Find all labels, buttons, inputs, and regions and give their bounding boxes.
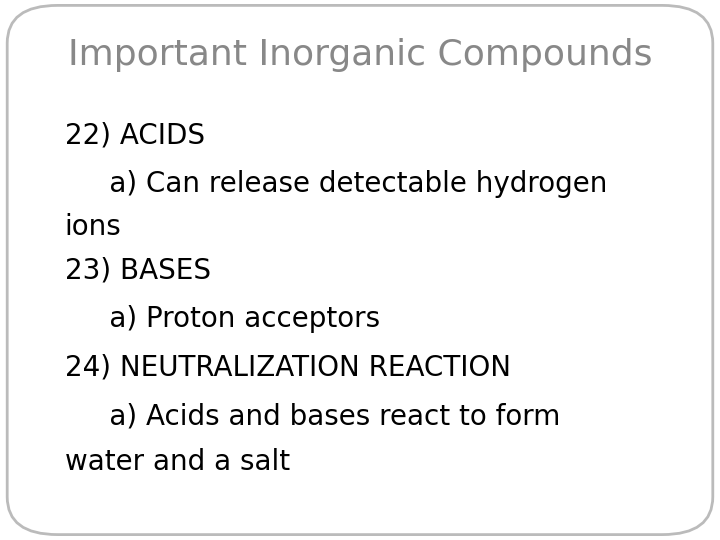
Text: water and a salt: water and a salt bbox=[65, 448, 290, 476]
Text: Important Inorganic Compounds: Important Inorganic Compounds bbox=[68, 38, 652, 72]
Text: a) Can release detectable hydrogen: a) Can release detectable hydrogen bbox=[65, 170, 607, 198]
Text: 24) NEUTRALIZATION REACTION: 24) NEUTRALIZATION REACTION bbox=[65, 354, 510, 382]
Text: a) Acids and bases react to form: a) Acids and bases react to form bbox=[65, 402, 560, 430]
Text: ions: ions bbox=[65, 213, 122, 241]
Text: 23) BASES: 23) BASES bbox=[65, 256, 211, 285]
Text: 22) ACIDS: 22) ACIDS bbox=[65, 122, 204, 150]
Text: a) Proton acceptors: a) Proton acceptors bbox=[65, 305, 380, 333]
FancyBboxPatch shape bbox=[7, 5, 713, 535]
